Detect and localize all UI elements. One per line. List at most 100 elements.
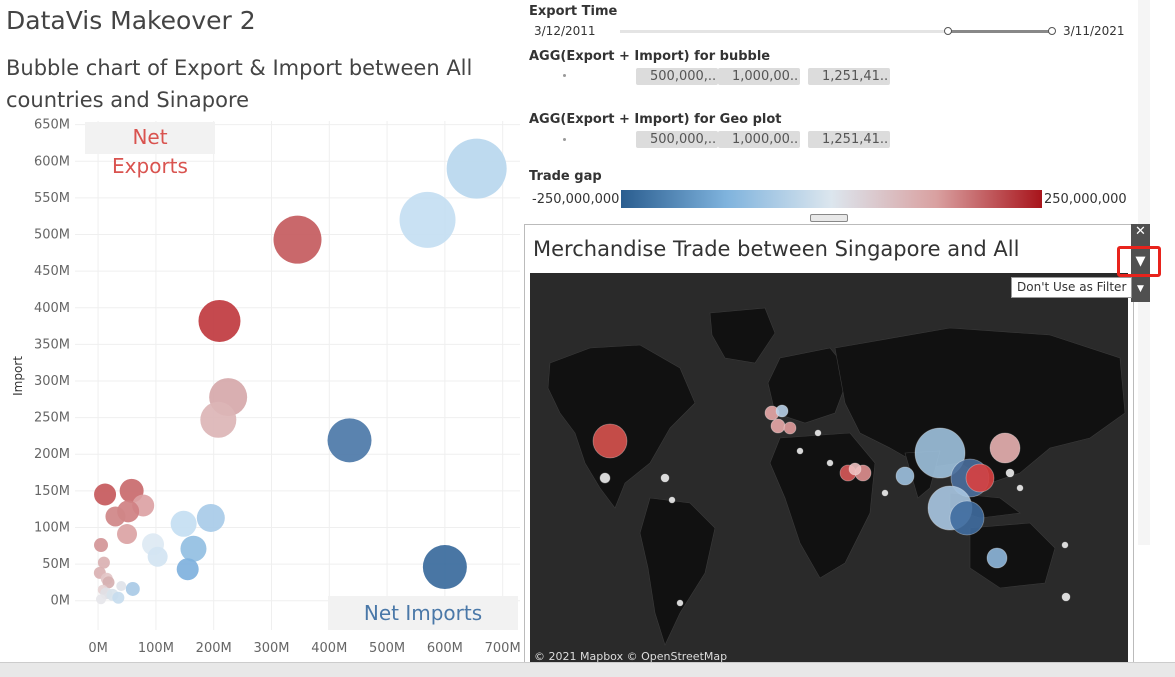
net-imports-label: Net Imports xyxy=(364,601,482,625)
export-time-track xyxy=(620,30,1052,33)
map-bubble[interactable] xyxy=(770,418,786,434)
map-bubble[interactable] xyxy=(965,463,995,493)
bubble-point[interactable] xyxy=(96,594,107,605)
dashboard-subtitle: Bubble chart of Export & Import between … xyxy=(6,56,473,112)
view-toolbar: ✕ ▼ ▼ xyxy=(1131,224,1150,302)
map-bubble[interactable] xyxy=(989,432,1021,464)
world-map[interactable]: © 2021 Mapbox © OpenStreetMap xyxy=(530,273,1128,665)
x-tick-label: 600M xyxy=(427,641,463,656)
bubble-point[interactable] xyxy=(180,535,207,562)
map-title: Merchandise Trade between Singapore and … xyxy=(533,237,1020,261)
bubble-point[interactable] xyxy=(196,503,225,532)
bubble-point[interactable] xyxy=(399,191,456,248)
net-exports-label-line1: Net xyxy=(132,125,167,149)
bubble-point[interactable] xyxy=(97,556,110,569)
bubble-point[interactable] xyxy=(422,545,467,590)
map-bubble[interactable] xyxy=(599,472,611,484)
map-bubble[interactable] xyxy=(660,473,670,483)
bubble-point[interactable] xyxy=(112,591,125,604)
x-tick-label: 300M xyxy=(253,641,289,656)
map-bubble[interactable] xyxy=(1061,541,1069,549)
filter-tooltip: Don't Use as Filter xyxy=(1011,277,1133,298)
y-tick-label: 350M xyxy=(34,337,70,352)
bubble-point[interactable] xyxy=(198,299,241,342)
europe-shape xyxy=(767,347,851,424)
map-bubble[interactable] xyxy=(814,429,822,437)
y-tick-label: 0M xyxy=(51,594,71,609)
bubble-point[interactable] xyxy=(446,138,507,199)
y-tick-label: 200M xyxy=(34,447,70,462)
map-bubble[interactable] xyxy=(796,447,804,455)
map-bubble[interactable] xyxy=(895,466,915,486)
trade-gap-label: Trade gap xyxy=(529,169,602,184)
x-tick-label: 500M xyxy=(369,641,405,656)
agg-bubble-pill-1: 500,000,.. xyxy=(636,68,718,85)
bubble-point[interactable] xyxy=(327,418,372,463)
asia-shape xyxy=(834,327,1126,484)
x-tick-label: 100M xyxy=(138,641,174,656)
bubble-point[interactable] xyxy=(170,510,197,537)
map-bubble[interactable] xyxy=(881,489,889,497)
map-bubble[interactable] xyxy=(1061,592,1071,602)
africa-shape xyxy=(769,432,876,579)
bubble-point[interactable] xyxy=(94,538,109,553)
filter-icon[interactable]: ▼ xyxy=(1135,254,1146,269)
map-bubble[interactable] xyxy=(949,500,985,536)
map-bubble[interactable] xyxy=(676,599,684,607)
export-time-start-handle[interactable] xyxy=(944,27,952,35)
land-shapes xyxy=(547,307,1126,646)
y-tick-label: 600M xyxy=(34,154,70,169)
map-bubble[interactable] xyxy=(848,462,862,476)
agg-geo-pill-2: 1,000,00.. xyxy=(718,131,800,148)
drag-handle-icon[interactable] xyxy=(810,214,848,222)
bubble-point[interactable] xyxy=(273,215,322,264)
map-bubble[interactable] xyxy=(592,423,628,459)
net-exports-label-line2: Exports xyxy=(112,154,188,178)
bubble-point[interactable] xyxy=(105,506,126,527)
bubble-point[interactable] xyxy=(125,581,140,596)
geo-map-panel: Merchandise Trade between Singapore and … xyxy=(524,224,1134,669)
map-bubble[interactable] xyxy=(1005,468,1015,478)
export-time-end: 3/11/2021 xyxy=(1063,24,1125,38)
bubble-point[interactable] xyxy=(116,581,127,592)
bubble-chart[interactable]: 0M 50M 100M 150M 200M 250M 300M 350M 400M 450M 500… xyxy=(0,118,525,658)
map-bubble[interactable] xyxy=(914,427,966,479)
map-bubble[interactable] xyxy=(826,459,834,467)
y-tick-label: 150M xyxy=(34,484,70,499)
bubble-point[interactable] xyxy=(102,576,115,589)
agg-bubble-size-marker xyxy=(563,74,566,77)
chart-grid xyxy=(75,121,520,630)
export-time-start: 3/12/2011 xyxy=(534,24,596,38)
map-bubble[interactable] xyxy=(986,547,1008,569)
y-tick-label: 450M xyxy=(34,264,70,279)
x-tick-label: 400M xyxy=(311,641,347,656)
agg-geo-pill-3: 1,251,41.. xyxy=(808,131,890,148)
bubble-point[interactable] xyxy=(176,558,199,581)
trade-gap-color-legend xyxy=(621,190,1042,208)
bottom-tab-strip xyxy=(0,662,1175,677)
export-time-label: Export Time xyxy=(529,4,618,19)
agg-geo-pill-1: 500,000,.. xyxy=(636,131,718,148)
world-map-svg xyxy=(547,307,1126,646)
agg-geo-label: AGG(Export + Import) for Geo plot xyxy=(529,112,782,127)
map-bubble[interactable] xyxy=(775,404,789,418)
bubble-point[interactable] xyxy=(200,401,237,438)
more-options-chevron-icon[interactable]: ▼ xyxy=(1137,284,1144,294)
y-tick-label: 500M xyxy=(34,228,70,243)
map-bubble[interactable] xyxy=(783,421,797,435)
bubble-point[interactable] xyxy=(94,483,117,506)
close-icon[interactable]: ✕ xyxy=(1135,224,1146,239)
map-bubble[interactable] xyxy=(1016,484,1024,492)
net-imports-box xyxy=(328,596,518,630)
map-bubble[interactable] xyxy=(668,496,676,504)
dashboard-title: DataVis Makeover 2 xyxy=(6,6,256,35)
bubble-point[interactable] xyxy=(147,546,168,567)
y-tick-label: 650M xyxy=(34,118,70,133)
trade-gap-max: 250,000,000 xyxy=(1044,192,1127,207)
x-tick-label: 0M xyxy=(88,641,108,656)
y-tick-label: 550M xyxy=(34,191,70,206)
export-time-end-handle[interactable] xyxy=(1048,27,1056,35)
filter-button-highlight xyxy=(1117,246,1161,277)
south-america-shape xyxy=(639,497,716,646)
bubble-point[interactable] xyxy=(117,524,138,545)
